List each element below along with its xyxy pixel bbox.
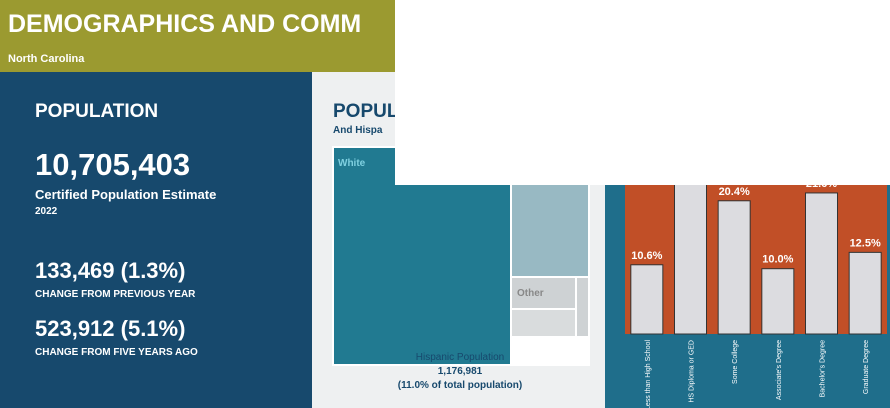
- overlay: [395, 0, 890, 185]
- panel-title: POPULATION: [35, 101, 158, 122]
- hispanic-value: 1,176,981: [438, 366, 483, 377]
- value-label: 20.4%: [719, 186, 750, 198]
- bar: [761, 268, 795, 335]
- change-five: 523,912 (5.1%): [35, 316, 185, 341]
- header-title: DEMOGRAPHICS AND COMM: [8, 10, 361, 38]
- year: 2022: [35, 206, 58, 217]
- change-year: 133,469 (1.3%): [35, 258, 185, 283]
- hispanic-label: Hispanic Population: [416, 352, 504, 363]
- x-tick-label: Graduate Degree: [863, 340, 870, 394]
- value-label: 10.0%: [762, 254, 793, 266]
- value-label: 12.5%: [850, 237, 881, 249]
- change-five-label: CHANGE FROM FIVE YEARS AGO: [35, 347, 198, 358]
- x-tick-label: HS Diploma or GED: [689, 340, 696, 403]
- x-tick-label: Less than High School: [645, 340, 652, 408]
- bar: [717, 200, 751, 335]
- panel-subtitle: And Hispa: [333, 125, 383, 136]
- x-tick-label: Bachelor's Degree: [820, 340, 827, 397]
- bar: [674, 170, 707, 335]
- bar: [630, 264, 664, 335]
- header-subtitle: North Carolina: [8, 53, 85, 65]
- estimate: 10,705,403: [35, 147, 190, 182]
- x-tick-label: Associate's Degree: [776, 340, 783, 400]
- bar: [805, 192, 838, 335]
- population-panel: [0, 72, 312, 408]
- value-label: 10.6%: [631, 250, 662, 262]
- treemap-cell: [512, 310, 575, 336]
- treemap-cell: [512, 278, 575, 308]
- treemap-cell: [577, 278, 588, 336]
- panel-title: POPUL: [333, 101, 399, 122]
- bar: [848, 251, 882, 335]
- treemap-label: White: [338, 158, 366, 169]
- hispanic-share: (11.0% of total population): [398, 380, 522, 391]
- change-year-label: CHANGE FROM PREVIOUS YEAR: [35, 289, 196, 300]
- estimate-label: Certified Population Estimate: [35, 187, 216, 202]
- x-tick-label: Some College: [732, 340, 739, 384]
- treemap-label: Other: [517, 288, 544, 299]
